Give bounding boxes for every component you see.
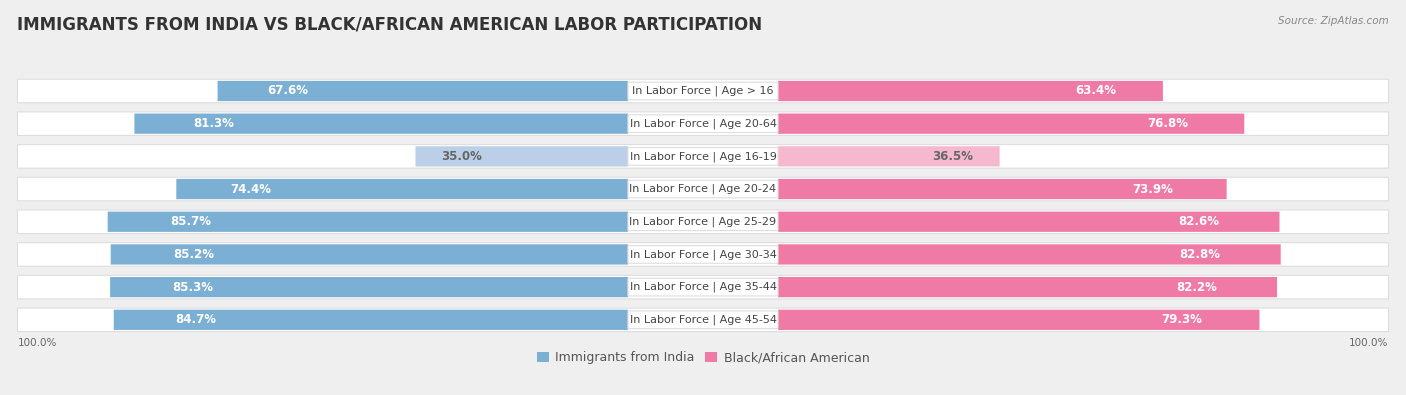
FancyBboxPatch shape (778, 277, 1277, 297)
Text: In Labor Force | Age 45-54: In Labor Force | Age 45-54 (630, 314, 776, 325)
Text: In Labor Force | Age 25-29: In Labor Force | Age 25-29 (630, 216, 776, 227)
Text: In Labor Force | Age 20-64: In Labor Force | Age 20-64 (630, 118, 776, 129)
Text: 35.0%: 35.0% (441, 150, 482, 163)
FancyBboxPatch shape (628, 115, 778, 132)
FancyBboxPatch shape (778, 113, 1244, 134)
Text: 85.3%: 85.3% (173, 280, 214, 293)
FancyBboxPatch shape (778, 146, 1000, 167)
FancyBboxPatch shape (778, 212, 1279, 232)
FancyBboxPatch shape (135, 113, 628, 134)
Text: In Labor Force | Age 35-44: In Labor Force | Age 35-44 (630, 282, 776, 292)
FancyBboxPatch shape (778, 310, 1260, 330)
Legend: Immigrants from India, Black/African American: Immigrants from India, Black/African Ame… (537, 351, 869, 364)
FancyBboxPatch shape (17, 243, 1389, 266)
Text: 85.7%: 85.7% (170, 215, 211, 228)
FancyBboxPatch shape (17, 210, 1389, 233)
Text: IMMIGRANTS FROM INDIA VS BLACK/AFRICAN AMERICAN LABOR PARTICIPATION: IMMIGRANTS FROM INDIA VS BLACK/AFRICAN A… (17, 16, 762, 34)
Text: 82.6%: 82.6% (1178, 215, 1219, 228)
FancyBboxPatch shape (778, 179, 1226, 199)
Text: 74.4%: 74.4% (231, 182, 271, 196)
Text: 36.5%: 36.5% (932, 150, 973, 163)
FancyBboxPatch shape (628, 180, 778, 198)
FancyBboxPatch shape (628, 82, 778, 100)
Text: 85.2%: 85.2% (173, 248, 214, 261)
FancyBboxPatch shape (17, 79, 1389, 103)
Text: 79.3%: 79.3% (1161, 313, 1202, 326)
Text: 84.7%: 84.7% (176, 313, 217, 326)
FancyBboxPatch shape (778, 244, 1281, 265)
Text: 81.3%: 81.3% (194, 117, 235, 130)
Text: 67.6%: 67.6% (267, 85, 308, 98)
FancyBboxPatch shape (628, 213, 778, 231)
Text: In Labor Force | Age > 16: In Labor Force | Age > 16 (633, 86, 773, 96)
FancyBboxPatch shape (17, 112, 1389, 135)
FancyBboxPatch shape (17, 275, 1389, 299)
Text: 82.2%: 82.2% (1177, 280, 1218, 293)
FancyBboxPatch shape (218, 81, 628, 101)
Text: 76.8%: 76.8% (1147, 117, 1188, 130)
FancyBboxPatch shape (416, 146, 628, 167)
Text: 73.9%: 73.9% (1132, 182, 1173, 196)
Text: 100.0%: 100.0% (1350, 339, 1389, 348)
Text: 63.4%: 63.4% (1076, 85, 1116, 98)
FancyBboxPatch shape (628, 246, 778, 263)
FancyBboxPatch shape (114, 310, 628, 330)
Text: Source: ZipAtlas.com: Source: ZipAtlas.com (1278, 16, 1389, 26)
Text: 82.8%: 82.8% (1180, 248, 1220, 261)
FancyBboxPatch shape (628, 278, 778, 296)
Text: In Labor Force | Age 16-19: In Labor Force | Age 16-19 (630, 151, 776, 162)
FancyBboxPatch shape (110, 277, 628, 297)
FancyBboxPatch shape (628, 148, 778, 165)
FancyBboxPatch shape (628, 311, 778, 329)
FancyBboxPatch shape (111, 244, 628, 265)
FancyBboxPatch shape (176, 179, 628, 199)
FancyBboxPatch shape (17, 308, 1389, 331)
Text: In Labor Force | Age 30-34: In Labor Force | Age 30-34 (630, 249, 776, 260)
Text: 100.0%: 100.0% (17, 339, 56, 348)
Text: In Labor Force | Age 20-24: In Labor Force | Age 20-24 (630, 184, 776, 194)
FancyBboxPatch shape (17, 177, 1389, 201)
FancyBboxPatch shape (108, 212, 628, 232)
FancyBboxPatch shape (17, 145, 1389, 168)
FancyBboxPatch shape (778, 81, 1163, 101)
